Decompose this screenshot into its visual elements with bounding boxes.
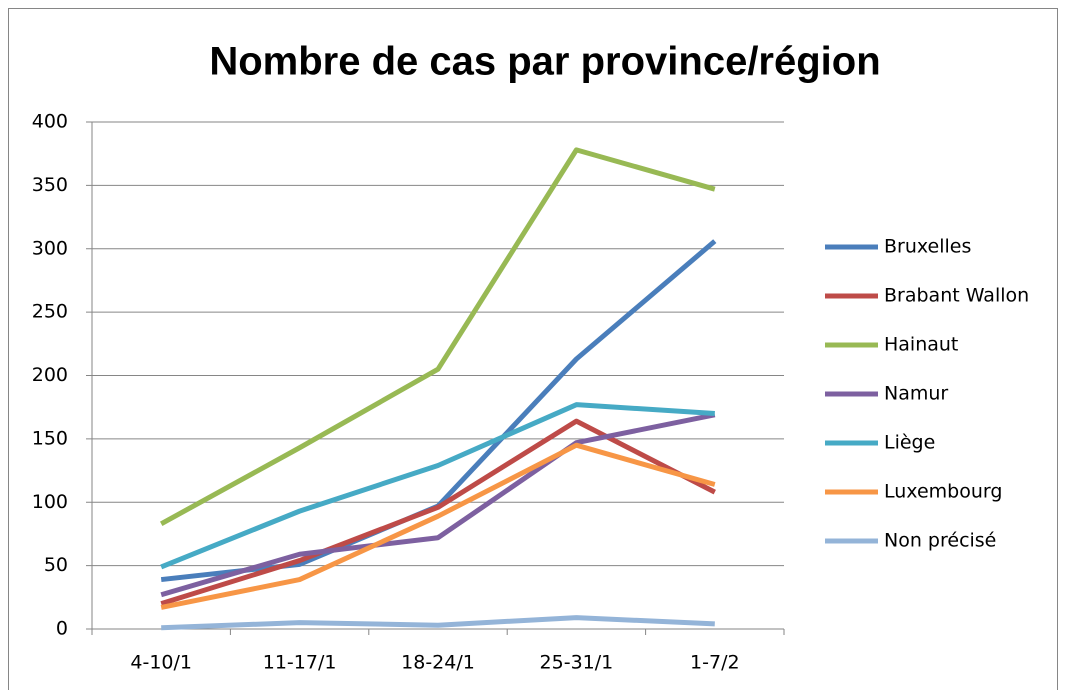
y-tick-label: 300 (32, 237, 68, 259)
legend-label: Liège (884, 432, 935, 454)
x-tick-label: 18-24/1 (401, 652, 475, 674)
y-tick-label: 50 (44, 554, 68, 576)
y-tick-label: 350 (32, 174, 68, 196)
series-line (160, 418, 716, 607)
y-tick-label: 250 (32, 301, 68, 323)
chart-title: Nombre de cas par province/région (209, 40, 880, 84)
legend-label: Brabant Wallon (884, 285, 1029, 307)
x-tick-label: 1-7/2 (690, 652, 740, 674)
legend-label: Non précisé (884, 530, 996, 552)
series-line (160, 442, 716, 610)
x-tick-label: 11-17/1 (263, 652, 337, 674)
legend-label: Namur (884, 383, 948, 405)
y-tick-label: 100 (32, 491, 68, 513)
legend-label: Luxembourg (884, 481, 1002, 503)
x-tick-label: 25-31/1 (540, 652, 614, 674)
legend-label: Bruxelles (884, 236, 971, 258)
y-tick-label: 200 (32, 364, 68, 386)
y-tick-label: 0 (56, 618, 68, 640)
series-line (161, 615, 715, 631)
series-line (160, 402, 715, 570)
y-tick-label: 400 (32, 111, 68, 133)
series-line (159, 147, 716, 526)
legend-label: Hainaut (884, 334, 958, 356)
x-tick-label: 4-10/1 (130, 652, 192, 674)
series-line (160, 412, 716, 598)
y-tick-label: 150 (32, 427, 68, 449)
